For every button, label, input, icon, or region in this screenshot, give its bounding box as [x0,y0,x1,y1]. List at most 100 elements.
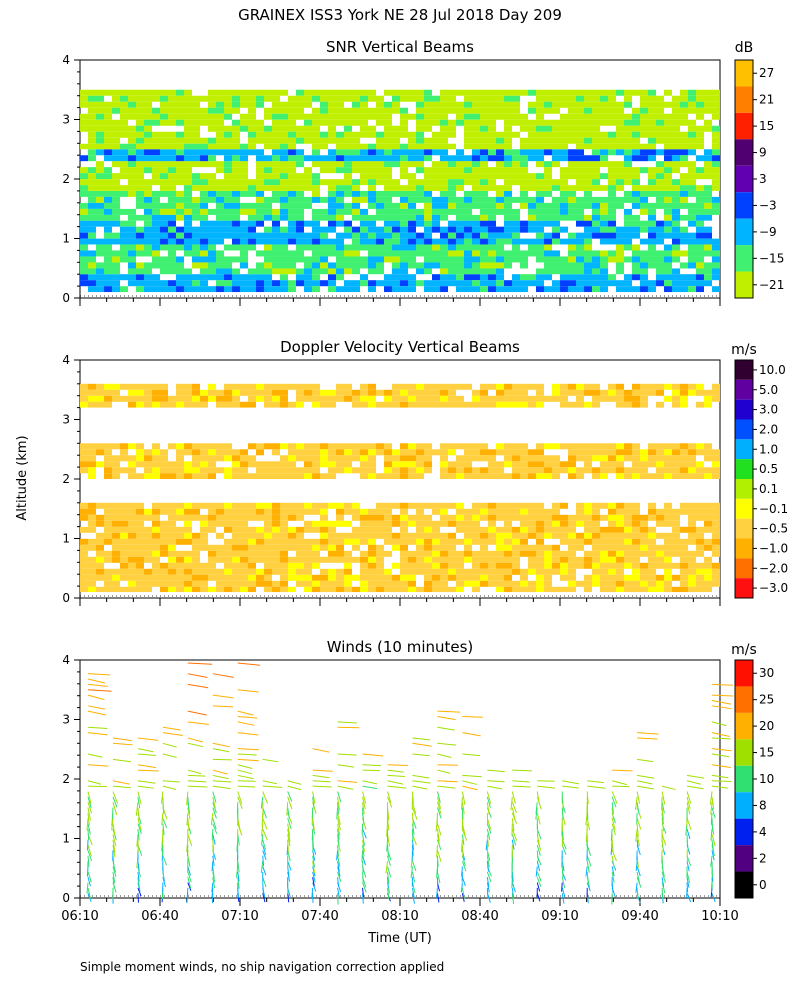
heatmap-cell [544,185,552,191]
heatmap-cell [120,161,128,168]
heatmap-cell [328,149,336,156]
heatmap-cell [440,461,448,468]
heatmap-cell [184,562,192,569]
heatmap-cell [200,220,208,227]
heatmap-cell [576,167,584,174]
heatmap-cell [464,383,472,390]
heatmap-cell [344,208,352,215]
heatmap-cell [696,568,704,575]
wind-barb [212,866,215,879]
wind-barb [337,861,340,872]
heatmap-cell [360,179,368,186]
heatmap-cell [256,232,264,239]
heatmap-cell [584,119,592,126]
heatmap-cell [696,467,704,474]
heatmap-cell [688,461,696,468]
heatmap-cell [272,196,280,203]
heatmap-cell [472,107,480,114]
heatmap-cell [400,550,408,557]
heatmap-cell [264,131,272,138]
heatmap-cell [376,514,384,521]
wind-barb [162,753,177,758]
y-tick-label: 1 [62,532,70,546]
heatmap-cell [312,449,320,456]
wind-barb [261,834,264,846]
heatmap-cell [600,568,608,575]
heatmap-cell [640,196,648,203]
heatmap-cell [536,467,544,474]
heatmap-cell [664,202,672,209]
heatmap-cell [584,389,592,396]
heatmap-cell [280,395,288,402]
heatmap-cell [88,268,96,275]
heatmap-cell [184,232,192,239]
heatmap-cell [424,196,432,203]
heatmap-cell [648,179,656,186]
heatmap-cell [328,137,336,144]
heatmap-cell [656,95,664,102]
heatmap-cell [440,274,448,281]
heatmap-cell [536,143,544,150]
heatmap-cell [224,520,232,527]
heatmap-cell [120,467,128,474]
heatmap-cell [656,131,664,138]
heatmap-cell [592,562,600,569]
heatmap-cell [592,101,600,108]
heatmap-cell [472,89,480,96]
heatmap-cell [184,220,192,227]
heatmap-cell [256,538,264,545]
heatmap-cell [160,280,168,287]
heatmap-cell [168,256,176,263]
heatmap-cell [192,467,200,474]
heatmap-cell [440,574,448,581]
heatmap-cell [128,113,136,120]
heatmap-cell [416,137,424,144]
heatmap-cell [504,137,512,144]
heatmap-cell [352,449,360,456]
wind-barb [460,882,463,893]
heatmap-cell [632,532,640,539]
heatmap-cell [272,508,280,515]
wind-barb [112,844,116,858]
heatmap-cell [640,256,648,263]
heatmap-cell [128,538,136,545]
heatmap-cell [368,89,376,96]
heatmap-cell [416,95,424,102]
heatmap-cell [688,190,696,197]
heatmap-cell [184,155,192,162]
heatmap-cell [272,89,280,96]
heatmap-cell [120,173,128,180]
heatmap-cell [208,520,216,527]
heatmap-cell [176,149,184,156]
wind-barb [187,877,192,889]
wind-barb [710,855,713,867]
colorbar-unit: m/s [731,342,757,358]
heatmap-cell [88,473,96,479]
heatmap-cell [232,95,240,102]
heatmap-cell [440,568,448,575]
heatmap-cell [240,473,248,479]
heatmap-cell [528,401,536,408]
heatmap-cell [96,395,104,402]
wind-barb [262,850,267,860]
heatmap-cell [656,268,664,275]
heatmap-cell [304,550,312,557]
heatmap-cell [176,502,184,509]
colorbar-label: −9 [759,225,777,239]
heatmap-cell [472,155,480,162]
heatmap-cell [160,550,168,557]
heatmap-cell [384,232,392,239]
heatmap-cell [392,449,400,456]
heatmap-cell [136,562,144,569]
heatmap-cell [536,455,544,462]
heatmap-cell [112,274,120,281]
heatmap-cell [696,389,704,396]
heatmap-cell [112,179,120,186]
wind-barb [162,823,165,835]
heatmap-cell [112,119,120,126]
heatmap-cell [504,550,512,557]
heatmap-cell [304,119,312,126]
heatmap-cell [512,508,520,515]
heatmap-cell [664,538,672,545]
heatmap-cell [136,196,144,203]
